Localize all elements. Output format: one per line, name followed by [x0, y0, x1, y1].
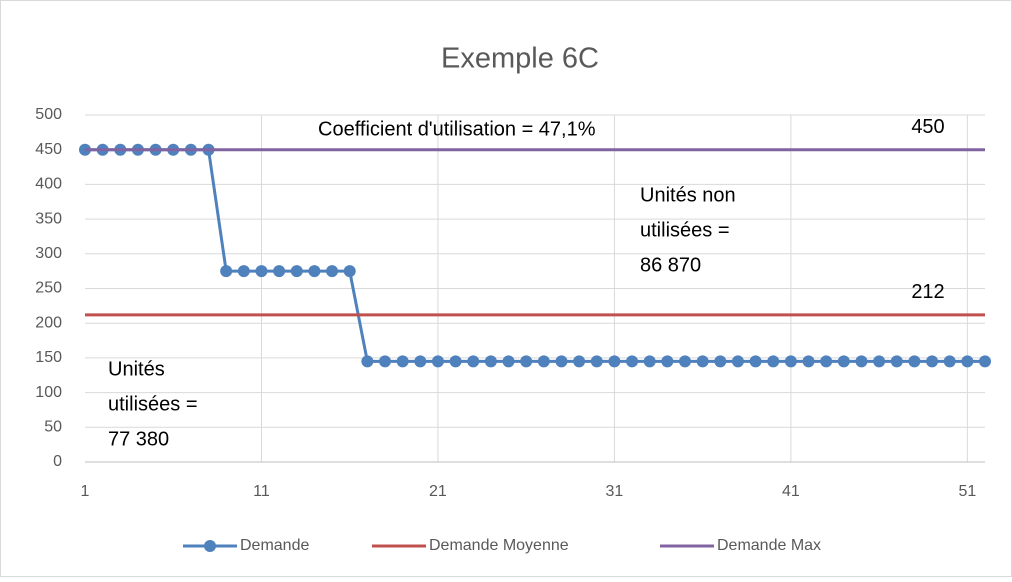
marker [396, 355, 409, 368]
y-tick-label: 250 [35, 280, 62, 297]
x-tick-label: 1 [81, 483, 90, 500]
x-tick-label: 31 [606, 483, 624, 500]
marker [908, 355, 921, 368]
y-tick-label: 0 [53, 453, 62, 470]
y-tick-label: 50 [44, 419, 62, 436]
annotation: utilisées = [640, 219, 730, 241]
marker [431, 355, 444, 368]
marker [643, 355, 656, 368]
marker [767, 355, 780, 368]
x-tick-label: 11 [253, 483, 270, 500]
y-tick-label: 200 [35, 314, 62, 331]
marker [714, 355, 727, 368]
y-tick-label: 100 [35, 384, 62, 401]
marker [590, 355, 603, 368]
marker [326, 265, 339, 278]
y-tick-label: 500 [35, 106, 62, 123]
marker [696, 355, 709, 368]
marker [784, 355, 797, 368]
x-tick-label: 21 [429, 483, 447, 500]
marker [837, 355, 850, 368]
marker [290, 265, 303, 278]
marker [661, 355, 674, 368]
marker [555, 355, 568, 368]
marker [273, 265, 286, 278]
marker [679, 355, 691, 368]
annotation: 86 870 [640, 254, 701, 276]
marker [255, 265, 268, 278]
annotation: Unités non [640, 184, 736, 206]
marker [890, 355, 903, 368]
legend-label: Demande Max [717, 537, 821, 554]
marker [502, 355, 515, 368]
marker [926, 355, 939, 368]
y-tick-label: 300 [35, 245, 62, 262]
marker [749, 355, 762, 368]
annotation: Unités [108, 358, 165, 380]
marker [537, 355, 550, 368]
data-label: 212 [911, 281, 944, 303]
legend-label: Demande [240, 537, 309, 554]
x-tick-label: 51 [958, 483, 976, 500]
marker [449, 355, 462, 368]
annotation: Coefficient d'utilisation = 47,1% [318, 118, 596, 140]
marker [220, 265, 233, 278]
marker [379, 355, 391, 368]
series-line [85, 148, 985, 363]
marker [802, 355, 815, 368]
marker [626, 355, 639, 368]
marker [520, 355, 533, 368]
y-tick-label: 350 [35, 210, 62, 227]
marker [979, 355, 991, 368]
legend-marker [204, 540, 216, 552]
marker [820, 355, 833, 368]
marker [873, 355, 886, 368]
annotation: 77 380 [108, 428, 169, 450]
marker [484, 355, 497, 368]
marker [361, 355, 374, 368]
y-tick-label: 450 [35, 141, 62, 158]
chart-title: Exemple 6C [441, 43, 599, 75]
marker [414, 355, 427, 368]
marker [467, 355, 480, 368]
marker [573, 355, 586, 368]
y-tick-label: 400 [35, 176, 62, 193]
x-tick-label: 41 [782, 483, 800, 500]
marker [308, 265, 321, 278]
marker [237, 265, 250, 278]
marker [608, 355, 621, 368]
annotation: utilisées = [108, 393, 198, 415]
marker [343, 265, 356, 278]
y-tick-label: 150 [35, 349, 62, 366]
marker [943, 355, 956, 368]
marker [855, 355, 868, 368]
marker [731, 355, 744, 368]
data-label: 450 [911, 116, 944, 138]
marker [961, 355, 974, 368]
legend-label: Demande Moyenne [429, 537, 569, 554]
